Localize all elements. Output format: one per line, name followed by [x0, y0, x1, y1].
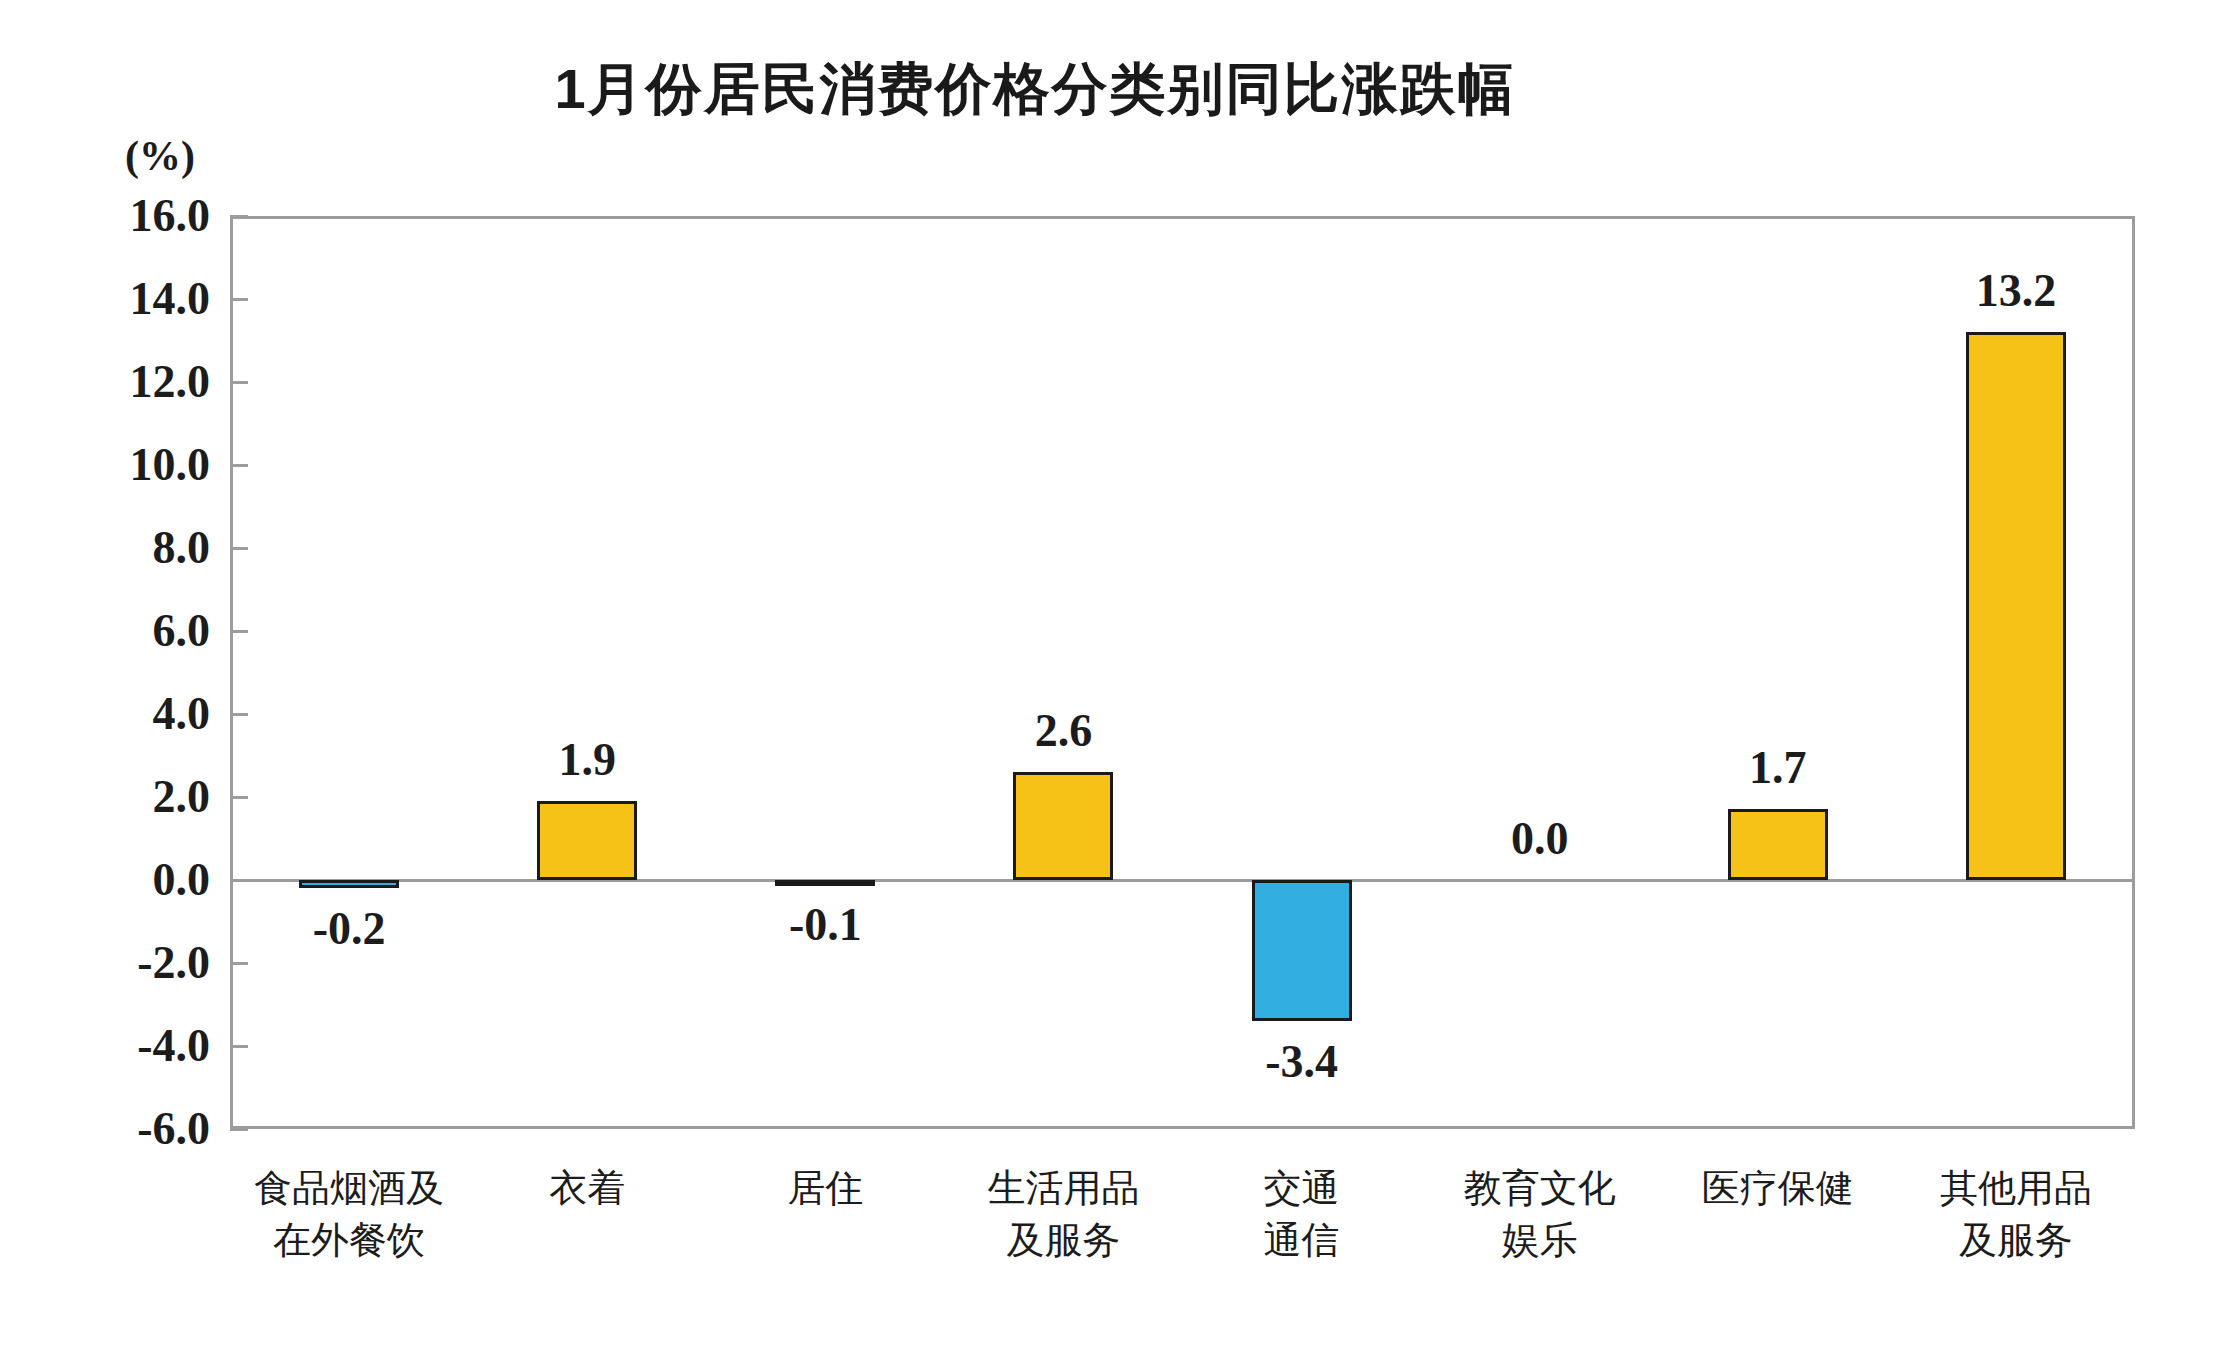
y-axis-tick-label: 8.0 — [60, 525, 210, 571]
bar-value-label: 2.6 — [953, 708, 1173, 754]
y-axis-tick-label: 2.0 — [60, 774, 210, 820]
y-axis-tick-mark — [230, 1045, 248, 1048]
y-axis-tick-label: 4.0 — [60, 691, 210, 737]
y-axis-tick-mark — [230, 298, 248, 301]
y-axis-tick-mark — [230, 630, 248, 633]
bar-value-label: -0.2 — [239, 906, 459, 952]
cpi-bar-chart-figure: 1月份居民消费价格分类别同比涨跌幅 (%) 16.0 14.0 12.0 10.0 8.… — [0, 0, 2215, 1370]
y-axis-tick-mark — [230, 796, 248, 799]
category-label: 居住 — [706, 1162, 944, 1214]
y-axis-tick-mark — [230, 962, 248, 965]
chart-title: 1月份居民消费价格分类别同比涨跌幅 — [0, 52, 2070, 128]
bar-value-label: 1.9 — [477, 737, 697, 783]
y-axis-tick-label: 0.0 — [60, 857, 210, 903]
bar-value-label: 1.7 — [1668, 745, 1888, 791]
y-axis-tick-label: 10.0 — [60, 442, 210, 488]
y-axis-tick-mark — [230, 713, 248, 716]
bar — [1966, 332, 2066, 880]
y-axis-tick-mark — [230, 547, 248, 550]
bar — [1728, 809, 1828, 880]
bar-value-label: 13.2 — [1906, 268, 2126, 314]
category-label: 教育文化 娱乐 — [1421, 1162, 1659, 1266]
bar — [775, 880, 875, 886]
y-axis-tick-label: -4.0 — [60, 1023, 210, 1069]
category-label: 交通 通信 — [1183, 1162, 1421, 1266]
category-label: 衣着 — [468, 1162, 706, 1214]
y-axis-tick-label: 12.0 — [60, 359, 210, 405]
bar — [537, 801, 637, 880]
y-axis-tick-label: 6.0 — [60, 608, 210, 654]
y-axis-tick-label: -6.0 — [60, 1106, 210, 1152]
y-axis-tick-mark — [230, 1128, 248, 1131]
bar-value-label: -3.4 — [1192, 1039, 1412, 1085]
zero-axis-line — [230, 879, 2135, 882]
y-axis-tick-mark — [230, 879, 248, 882]
y-axis-tick-label: -2.0 — [60, 940, 210, 986]
y-axis-tick-mark — [230, 381, 248, 384]
category-label: 其他用品 及服务 — [1897, 1162, 2135, 1266]
category-label: 医疗保健 — [1659, 1162, 1897, 1214]
category-label: 食品烟酒及 在外餐饮 — [230, 1162, 468, 1266]
category-label: 生活用品 及服务 — [944, 1162, 1182, 1266]
y-axis-tick-mark — [230, 215, 248, 218]
y-axis-tick-label: 14.0 — [60, 276, 210, 322]
y-axis-unit-label: (%) — [100, 132, 220, 180]
plot-area — [230, 216, 2135, 1129]
y-axis-tick-mark — [230, 464, 248, 467]
bar — [1252, 880, 1352, 1021]
y-axis-tick-label: 16.0 — [60, 193, 210, 239]
bar — [299, 880, 399, 888]
bar-value-label: 0.0 — [1430, 816, 1650, 862]
bar-value-label: -0.1 — [715, 902, 935, 948]
bar — [1013, 772, 1113, 880]
